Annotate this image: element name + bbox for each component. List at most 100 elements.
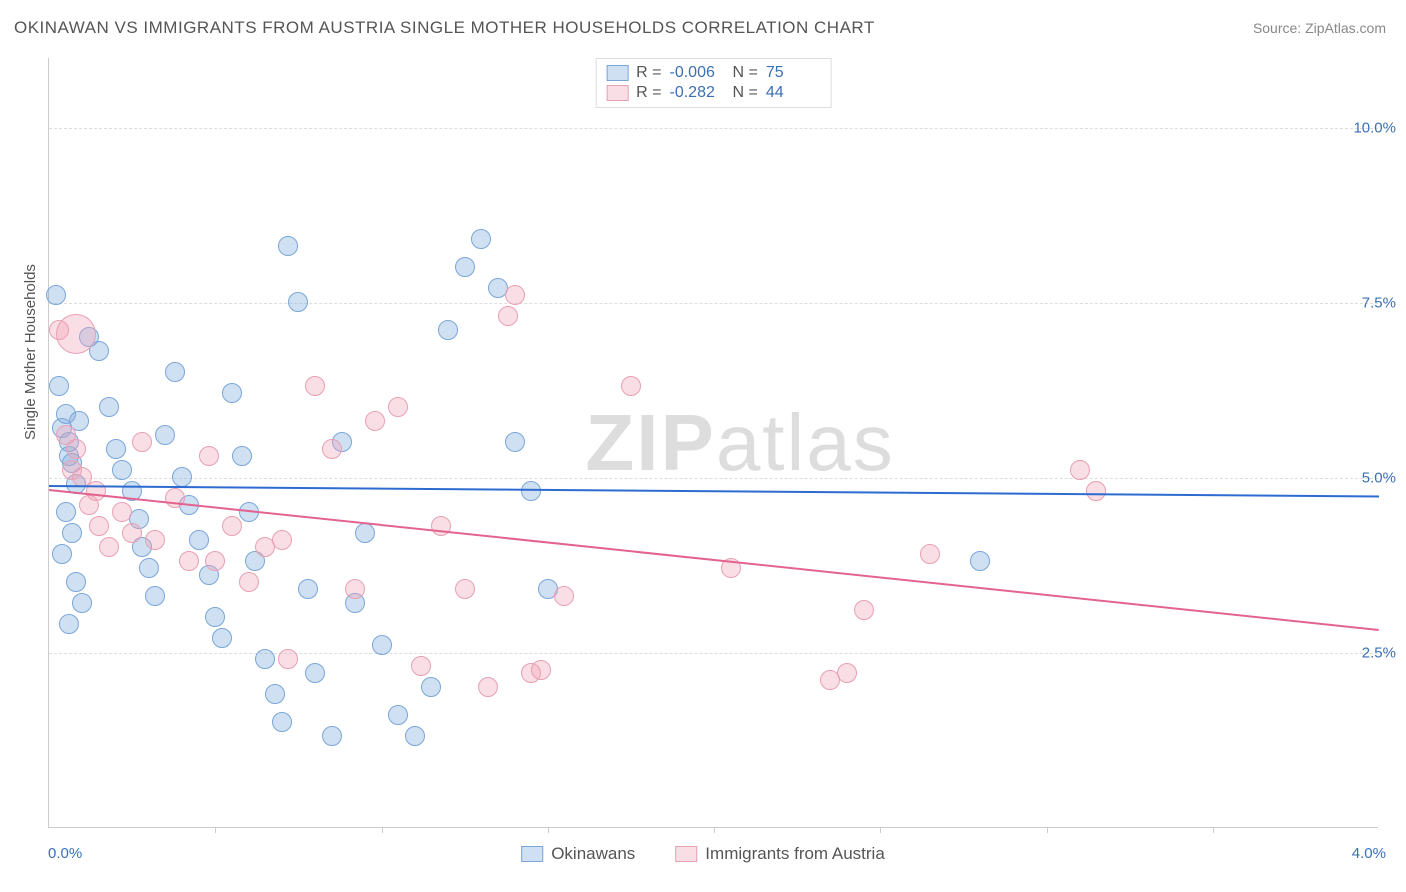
gridline: [49, 478, 1378, 479]
scatter-point: [498, 306, 518, 326]
scatter-point: [372, 635, 392, 655]
n-value-2: 44: [766, 84, 821, 102]
scatter-point: [179, 551, 199, 571]
scatter-point: [66, 439, 86, 459]
trend-line: [49, 485, 1379, 497]
legend-stats-row-1: R = -0.006 N = 75: [606, 63, 821, 83]
legend-item-1: Okinawans: [521, 844, 635, 864]
scatter-point: [355, 523, 375, 543]
watermark-light: atlas: [716, 398, 895, 487]
r-label-2: R =: [636, 84, 661, 102]
gridline: [49, 653, 1378, 654]
r-value-2: -0.282: [670, 84, 725, 102]
x-minor-tick: [1213, 827, 1214, 833]
scatter-point: [112, 460, 132, 480]
scatter-point: [621, 376, 641, 396]
scatter-point: [172, 467, 192, 487]
swatch-series2: [606, 85, 628, 101]
scatter-point: [278, 649, 298, 669]
scatter-point: [49, 376, 69, 396]
scatter-point: [232, 446, 252, 466]
scatter-point: [505, 432, 525, 452]
scatter-point: [1070, 460, 1090, 480]
x-tick-max: 4.0%: [1352, 845, 1386, 862]
scatter-point: [139, 558, 159, 578]
scatter-point: [322, 726, 342, 746]
scatter-point: [56, 314, 96, 354]
scatter-point: [212, 628, 232, 648]
scatter-point: [122, 523, 142, 543]
y-tick-label: 5.0%: [1362, 470, 1396, 487]
n-label-2: N =: [733, 84, 758, 102]
legend-label-1: Okinawans: [551, 844, 635, 864]
watermark-bold: ZIP: [585, 398, 715, 487]
scatter-point: [205, 607, 225, 627]
scatter-point: [165, 362, 185, 382]
scatter-point: [265, 684, 285, 704]
scatter-point: [478, 677, 498, 697]
scatter-point: [1086, 481, 1106, 501]
scatter-point: [970, 551, 990, 571]
scatter-point: [272, 530, 292, 550]
x-minor-tick: [714, 827, 715, 833]
legend-item-2: Immigrants from Austria: [675, 844, 885, 864]
x-minor-tick: [548, 827, 549, 833]
scatter-point: [455, 579, 475, 599]
legend-label-2: Immigrants from Austria: [705, 844, 885, 864]
scatter-point: [239, 572, 259, 592]
scatter-point: [388, 705, 408, 725]
y-axis-label: Single Mother Households: [22, 264, 39, 440]
scatter-point: [112, 502, 132, 522]
scatter-point: [155, 425, 175, 445]
scatter-point: [288, 292, 308, 312]
scatter-point: [322, 439, 342, 459]
scatter-point: [278, 236, 298, 256]
scatter-point: [365, 411, 385, 431]
r-label-1: R =: [636, 64, 661, 82]
scatter-point: [56, 502, 76, 522]
scatter-point: [305, 376, 325, 396]
n-label-1: N =: [733, 64, 758, 82]
scatter-point: [99, 537, 119, 557]
chart-title: OKINAWAN VS IMMIGRANTS FROM AUSTRIA SING…: [14, 18, 875, 38]
source-label: Source: ZipAtlas.com: [1253, 20, 1386, 36]
legend-stats-row-2: R = -0.282 N = 44: [606, 83, 821, 103]
scatter-point: [405, 726, 425, 746]
scatter-point: [189, 530, 209, 550]
scatter-point: [345, 579, 365, 599]
scatter-point: [205, 551, 225, 571]
y-tick-label: 7.5%: [1362, 295, 1396, 312]
scatter-point: [66, 572, 86, 592]
scatter-point: [89, 516, 109, 536]
swatch-series1: [606, 65, 628, 81]
y-tick-label: 10.0%: [1353, 120, 1396, 137]
legend-bottom: Okinawans Immigrants from Austria: [521, 844, 885, 864]
scatter-point: [255, 649, 275, 669]
scatter-point: [86, 481, 106, 501]
chart-plot-area: ZIPatlas R = -0.006 N = 75 R = -0.282 N …: [48, 58, 1378, 828]
scatter-point: [72, 593, 92, 613]
scatter-point: [222, 516, 242, 536]
x-minor-tick: [382, 827, 383, 833]
scatter-point: [411, 656, 431, 676]
scatter-point: [471, 229, 491, 249]
scatter-point: [505, 285, 525, 305]
swatch-series2-bottom: [675, 846, 697, 862]
gridline: [49, 303, 1378, 304]
scatter-point: [222, 383, 242, 403]
x-minor-tick: [215, 827, 216, 833]
scatter-point: [455, 257, 475, 277]
scatter-point: [854, 600, 874, 620]
scatter-point: [421, 677, 441, 697]
x-minor-tick: [1047, 827, 1048, 833]
scatter-point: [521, 481, 541, 501]
scatter-point: [52, 544, 72, 564]
watermark: ZIPatlas: [585, 397, 894, 489]
r-value-1: -0.006: [670, 64, 725, 82]
scatter-point: [106, 439, 126, 459]
scatter-point: [62, 523, 82, 543]
legend-stats-box: R = -0.006 N = 75 R = -0.282 N = 44: [595, 58, 832, 108]
scatter-point: [132, 432, 152, 452]
scatter-point: [46, 285, 66, 305]
scatter-point: [62, 460, 82, 480]
